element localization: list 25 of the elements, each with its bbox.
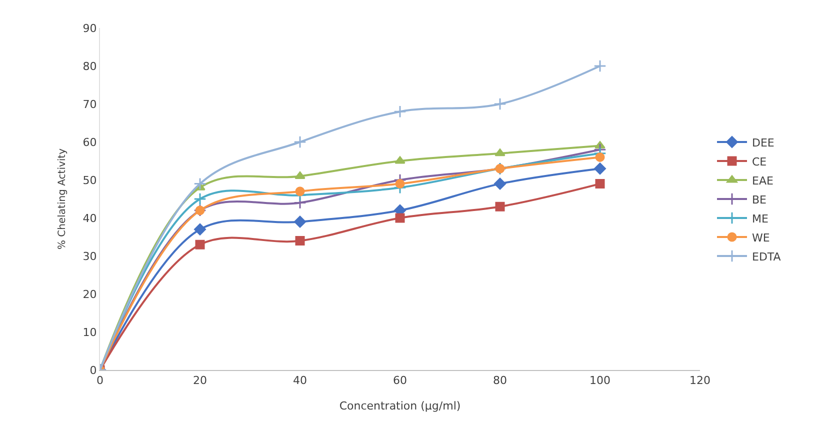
x-tick-label: 20 bbox=[193, 374, 207, 388]
legend-label: DEE bbox=[752, 136, 774, 150]
x-tick-label: 120 bbox=[690, 374, 710, 388]
y-tick-label: 80 bbox=[82, 60, 97, 73]
y-tick-label: 10 bbox=[82, 326, 97, 339]
legend-label: WE bbox=[752, 231, 770, 244]
y-tick-label: 40 bbox=[82, 212, 97, 225]
x-tick-label: 40 bbox=[293, 374, 307, 388]
legend-label: BE bbox=[752, 193, 767, 206]
y-tick-label: 90 bbox=[82, 22, 97, 35]
x-tick-label: 80 bbox=[493, 374, 507, 388]
y-tick-label: 60 bbox=[82, 136, 97, 149]
legend-label: EAE bbox=[752, 174, 774, 188]
x-tick-label: 100 bbox=[590, 374, 610, 388]
legend-label: ME bbox=[752, 212, 768, 226]
y-tick-label: 30 bbox=[82, 250, 97, 263]
x-axis-title: Concentration (µg/ml) bbox=[339, 399, 461, 412]
y-tick-label: 70 bbox=[82, 98, 97, 111]
y-axis-title: % Chelating Activity bbox=[56, 148, 68, 250]
x-tick-label: 60 bbox=[393, 374, 407, 388]
legend-label: EDTA bbox=[752, 250, 782, 264]
y-tick-label: 20 bbox=[82, 288, 97, 301]
y-tick-label: 50 bbox=[82, 174, 97, 187]
y-tick-label: 0 bbox=[90, 364, 97, 377]
legend-label: CE bbox=[752, 155, 767, 168]
